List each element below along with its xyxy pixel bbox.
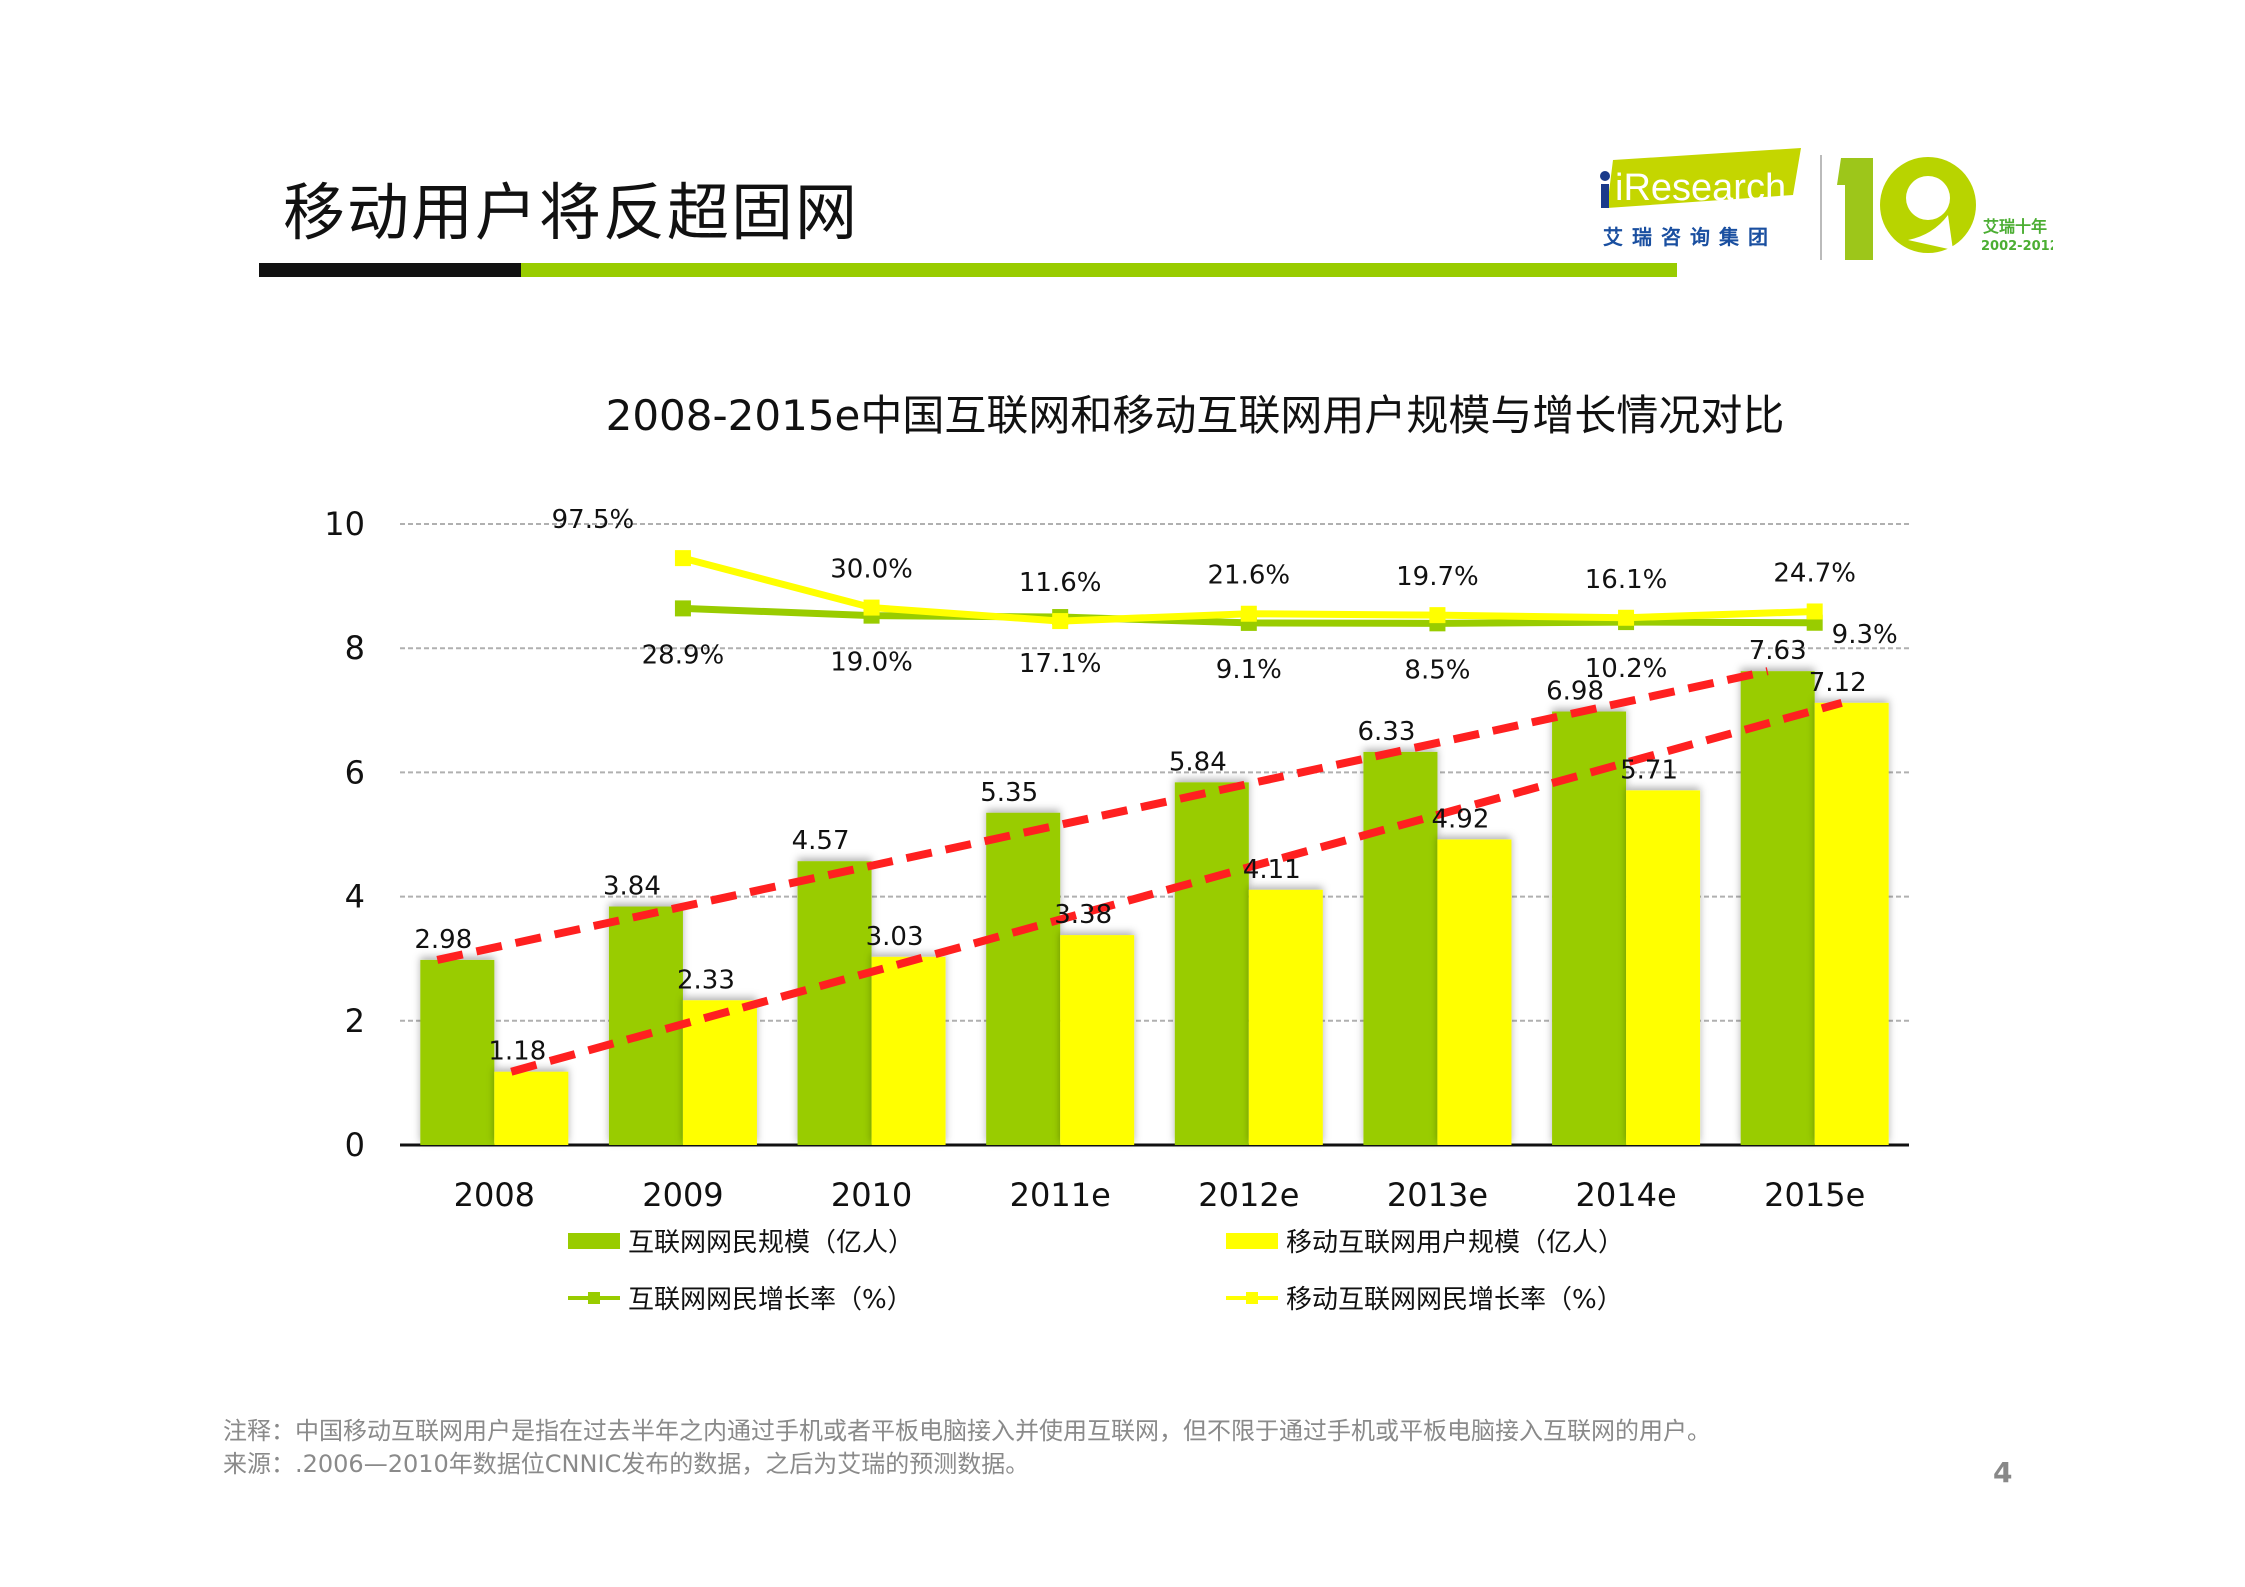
growth-label: 9.1%	[1216, 655, 1282, 685]
growth-marker	[1806, 603, 1823, 620]
legend-mobile-growth: 移动互联网网民增长率（%）	[1226, 1279, 1623, 1316]
growth-label: 28.9%	[642, 640, 725, 670]
title-underline-dark	[259, 263, 521, 277]
growth-label: 16.1%	[1585, 565, 1668, 595]
data-label-mobile: 4.11	[1243, 855, 1301, 885]
legend-label: 移动互联网网民增长率（%）	[1286, 1285, 1623, 1315]
growth-marker	[674, 550, 691, 567]
y-tick-label: 2	[345, 1002, 365, 1040]
logo-brand: iResearch	[1615, 167, 1786, 209]
growth-label: 17.1%	[1019, 649, 1102, 679]
legend-swatch-yellow	[1226, 1232, 1278, 1249]
x-tick-label: 2015e	[1764, 1176, 1865, 1214]
source-note: 来源：.2006—2010年数据位CNNIC发布的数据，之后为艾瑞的预测数据。	[223, 1450, 1030, 1478]
growth-label: 11.6%	[1019, 568, 1102, 598]
x-tick-label: 2009	[642, 1176, 723, 1214]
data-label-mobile: 1.18	[488, 1037, 546, 1067]
slide-title: 移动用户将反超固网	[283, 176, 860, 249]
data-label-internet: 2.98	[414, 925, 472, 955]
growth-label: 19.0%	[830, 648, 913, 678]
bar-internet-users	[986, 812, 1061, 1145]
logo-years: 2002-2012	[1981, 239, 2053, 254]
page-number: 4	[1993, 1456, 2013, 1489]
data-label-mobile: 5.71	[1620, 755, 1678, 785]
legend-internet-growth: 互联网网民增长率（%）	[568, 1279, 913, 1316]
bar-internet-users	[1740, 671, 1815, 1145]
bar-internet-users	[420, 959, 495, 1145]
legend-label: 互联网网民增长率（%）	[628, 1285, 913, 1315]
data-label-mobile: 2.33	[677, 965, 735, 995]
growth-label: 19.7%	[1396, 562, 1479, 592]
bar-mobile-users	[1248, 889, 1323, 1145]
data-label-internet: 3.84	[603, 872, 661, 902]
logo-anniversary: 艾瑞十年	[1983, 217, 2047, 236]
trend-line	[510, 698, 1843, 1076]
data-label-mobile: 3.03	[866, 922, 924, 952]
data-label-internet: 6.98	[1546, 677, 1604, 707]
data-label-internet: 7.63	[1749, 636, 1807, 666]
x-tick-label: 2008	[454, 1176, 535, 1214]
x-tick-label: 2011e	[1010, 1176, 1111, 1214]
data-label-mobile: 7.12	[1809, 668, 1867, 698]
growth-label: 8.5%	[1404, 655, 1470, 685]
x-tick-label: 2014e	[1576, 1176, 1677, 1214]
growth-marker	[863, 599, 880, 616]
y-tick-label: 0	[345, 1126, 365, 1164]
x-tick-label: 2012e	[1198, 1176, 1299, 1214]
y-tick-label: 8	[345, 629, 365, 667]
bar-internet-users	[797, 861, 872, 1145]
legend-line-marker-yellow	[1226, 1291, 1278, 1304]
legend-swatch-green	[568, 1232, 620, 1249]
legend-label: 移动互联网用户规模（亿人）	[1286, 1228, 1625, 1258]
chart-title: 2008-2015e中国互联网和移动互联网用户规模与增长情况对比	[605, 391, 1785, 440]
growth-marker	[1240, 605, 1257, 622]
legend-internet-users: 互联网网民规模（亿人）	[568, 1222, 914, 1259]
bar-mobile-users	[1437, 839, 1512, 1145]
bar-mobile-users	[871, 956, 946, 1145]
growth-marker	[674, 600, 691, 617]
growth-label: 30.0%	[830, 555, 913, 585]
growth-marker	[1429, 607, 1446, 624]
growth-label: 21.6%	[1208, 561, 1291, 591]
bar-mobile-users	[682, 1000, 757, 1145]
logo-brand-cn: 艾瑞咨询集团	[1603, 225, 1777, 249]
bar-mobile-users	[494, 1071, 569, 1145]
growth-label: 10.2%	[1585, 654, 1668, 684]
bar-internet-users	[1363, 751, 1438, 1145]
data-label-internet: 4.57	[792, 826, 850, 856]
bar-mobile-users	[1814, 702, 1889, 1145]
data-label-mobile: 3.38	[1054, 900, 1112, 930]
iresearch-logo: iResearch 艾瑞咨询集团 艾瑞十年 2002-2012	[1600, 148, 2053, 260]
growth-label: 24.7%	[1773, 558, 1856, 588]
legend-mobile-users: 移动互联网用户规模（亿人）	[1226, 1222, 1624, 1259]
data-label-internet: 5.35	[980, 778, 1038, 808]
x-tick-label: 2010	[831, 1176, 912, 1214]
data-label-mobile: 4.92	[1431, 804, 1489, 834]
y-tick-label: 4	[345, 878, 365, 916]
footnote: 注释：中国移动互联网用户是指在过去半年之内通过手机或者平板电脑接入并使用互联网，…	[223, 1417, 1711, 1445]
growth-label: 9.3%	[1832, 620, 1898, 650]
legend-label: 互联网网民规模（亿人）	[628, 1228, 915, 1258]
data-label-internet: 6.33	[1357, 717, 1415, 747]
title-underline-green	[521, 263, 1677, 277]
growth-marker	[1618, 609, 1635, 626]
growth-label: 97.5%	[552, 505, 635, 535]
bar-mobile-users	[1060, 935, 1135, 1145]
bar-mobile-users	[1626, 790, 1701, 1145]
x-tick-label: 2013e	[1387, 1176, 1488, 1214]
bar-internet-users	[1174, 782, 1249, 1145]
y-tick-label: 10	[324, 505, 365, 543]
legend-line-marker-green	[568, 1291, 620, 1304]
trend-line	[436, 667, 1769, 964]
data-label-internet: 5.84	[1169, 747, 1227, 777]
y-tick-label: 6	[345, 753, 365, 791]
growth-marker	[1052, 613, 1069, 630]
